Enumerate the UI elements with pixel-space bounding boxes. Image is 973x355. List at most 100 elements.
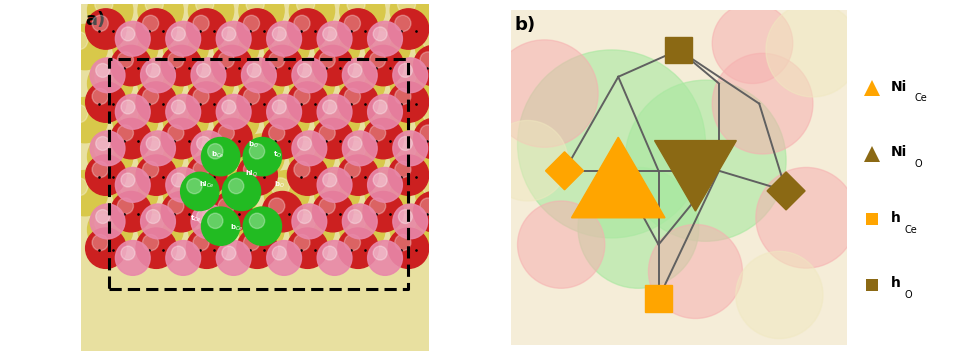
Circle shape: [141, 58, 175, 93]
Circle shape: [145, 0, 163, 13]
Circle shape: [237, 82, 277, 122]
Circle shape: [121, 100, 135, 114]
Circle shape: [171, 27, 185, 41]
Circle shape: [218, 125, 234, 141]
Circle shape: [243, 162, 260, 178]
Circle shape: [415, 98, 460, 143]
Circle shape: [187, 82, 227, 122]
Circle shape: [167, 52, 184, 68]
Circle shape: [415, 24, 460, 70]
Circle shape: [322, 178, 340, 196]
Circle shape: [340, 0, 385, 33]
Polygon shape: [571, 137, 665, 218]
Circle shape: [216, 21, 251, 56]
Circle shape: [756, 168, 856, 268]
Circle shape: [312, 119, 353, 159]
Circle shape: [314, 98, 360, 143]
Circle shape: [145, 68, 163, 86]
Circle shape: [374, 173, 387, 187]
Circle shape: [138, 0, 183, 33]
Circle shape: [86, 155, 126, 195]
Circle shape: [247, 64, 261, 77]
Circle shape: [267, 94, 302, 129]
Circle shape: [246, 68, 265, 86]
Circle shape: [145, 141, 163, 159]
Circle shape: [145, 214, 163, 233]
Circle shape: [88, 61, 132, 106]
Circle shape: [317, 21, 352, 56]
Polygon shape: [546, 152, 584, 190]
Circle shape: [294, 15, 310, 32]
Circle shape: [243, 234, 260, 251]
Circle shape: [94, 68, 113, 86]
Circle shape: [347, 0, 365, 13]
Circle shape: [92, 234, 108, 251]
Circle shape: [216, 94, 251, 129]
Circle shape: [249, 213, 265, 229]
Circle shape: [221, 32, 239, 50]
Text: hl$_O$: hl$_O$: [245, 169, 259, 179]
Circle shape: [214, 24, 259, 70]
Circle shape: [319, 198, 336, 214]
Circle shape: [342, 131, 378, 166]
Polygon shape: [767, 172, 805, 210]
Circle shape: [414, 191, 453, 232]
Circle shape: [294, 234, 310, 251]
Circle shape: [88, 207, 132, 252]
Text: b): b): [514, 16, 535, 34]
Circle shape: [221, 105, 239, 123]
Circle shape: [323, 27, 337, 41]
Circle shape: [218, 198, 234, 214]
Circle shape: [94, 141, 113, 159]
Circle shape: [298, 64, 311, 77]
Circle shape: [241, 58, 276, 93]
Circle shape: [393, 131, 427, 166]
Circle shape: [201, 207, 239, 245]
Circle shape: [269, 198, 285, 214]
Circle shape: [322, 32, 340, 50]
Circle shape: [136, 82, 176, 122]
Circle shape: [191, 204, 226, 239]
Circle shape: [121, 27, 135, 41]
Circle shape: [92, 162, 108, 178]
Circle shape: [170, 32, 189, 50]
Circle shape: [395, 162, 411, 178]
Circle shape: [237, 228, 277, 268]
Circle shape: [146, 209, 161, 224]
Circle shape: [189, 0, 234, 33]
Circle shape: [518, 201, 605, 288]
Circle shape: [344, 15, 360, 32]
Circle shape: [162, 45, 201, 86]
Circle shape: [317, 94, 352, 129]
Circle shape: [95, 209, 110, 224]
Circle shape: [393, 204, 427, 239]
Circle shape: [269, 52, 285, 68]
Circle shape: [116, 94, 150, 129]
Circle shape: [271, 105, 289, 123]
Circle shape: [121, 173, 135, 187]
Circle shape: [388, 155, 429, 195]
Circle shape: [393, 58, 427, 93]
Circle shape: [287, 9, 328, 49]
Circle shape: [187, 155, 227, 195]
Circle shape: [95, 64, 110, 77]
Circle shape: [344, 234, 360, 251]
Circle shape: [90, 131, 125, 166]
Circle shape: [162, 119, 201, 159]
Circle shape: [146, 64, 161, 77]
Circle shape: [262, 119, 303, 159]
Circle shape: [395, 15, 411, 32]
Circle shape: [167, 125, 184, 141]
Circle shape: [138, 207, 183, 252]
Circle shape: [116, 168, 150, 202]
Circle shape: [196, 68, 214, 86]
Text: b$_O$: b$_O$: [274, 179, 285, 190]
Circle shape: [294, 162, 310, 178]
Circle shape: [365, 170, 411, 216]
Circle shape: [363, 191, 404, 232]
Circle shape: [422, 105, 441, 123]
Text: h: h: [890, 276, 900, 290]
Circle shape: [212, 45, 252, 86]
Circle shape: [289, 0, 335, 33]
Circle shape: [373, 178, 390, 196]
